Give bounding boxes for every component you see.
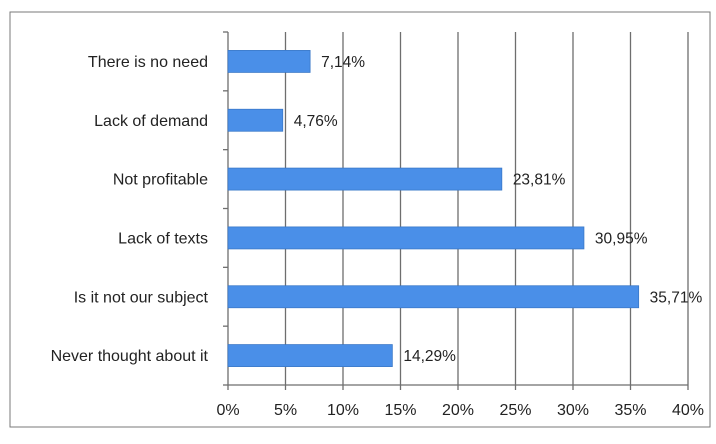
data-label: 23,81%: [513, 172, 566, 189]
data-label: 4,76%: [294, 113, 338, 130]
bar-1: [227, 108, 284, 132]
category-label: Is it not our subject: [74, 289, 209, 306]
x-tick-label: 40%: [672, 402, 704, 419]
x-tick-label: 25%: [499, 402, 531, 419]
x-tick-label: 10%: [327, 402, 359, 419]
data-label: 14,29%: [403, 348, 456, 365]
x-tick-label: 30%: [557, 402, 589, 419]
bar-2: [227, 167, 503, 191]
category-label: Lack of demand: [94, 113, 208, 130]
bars: [227, 50, 640, 367]
bar-3: [227, 226, 585, 250]
bar-5: [227, 344, 393, 367]
x-tick-label: 5%: [274, 402, 297, 419]
x-tick-label: 0%: [216, 402, 239, 419]
x-tick-label: 20%: [442, 402, 474, 419]
category-label: There is no need: [88, 54, 208, 71]
labels: 0% 5% 10% 15% 20% 25% 30% 35% 40% There is no nee…: [51, 54, 704, 419]
data-label: 7,14%: [321, 54, 365, 71]
grid-lines: [284, 32, 689, 385]
bar-0: [227, 50, 311, 73]
category-label: Not profitable: [113, 172, 208, 189]
category-label: Never thought about it: [51, 348, 209, 365]
x-tick-label: 35%: [614, 402, 646, 419]
x-tick-label: 15%: [384, 402, 416, 419]
bar-4: [227, 285, 640, 309]
category-label: Lack of texts: [118, 230, 208, 247]
axes: [223, 31, 689, 390]
data-label: 30,95%: [595, 230, 648, 247]
data-label: 35,71%: [650, 289, 703, 306]
